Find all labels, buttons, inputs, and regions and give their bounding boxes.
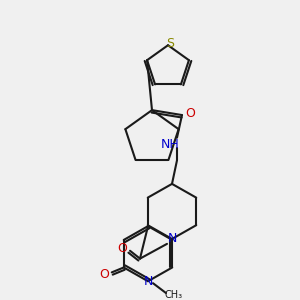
Text: N: N [167, 232, 177, 245]
Text: NH: NH [160, 138, 179, 151]
Text: N: N [143, 275, 153, 288]
Text: O: O [117, 242, 127, 255]
Text: O: O [185, 106, 195, 120]
Text: S: S [166, 37, 174, 50]
Text: O: O [99, 268, 109, 281]
Text: CH₃: CH₃ [165, 290, 183, 300]
